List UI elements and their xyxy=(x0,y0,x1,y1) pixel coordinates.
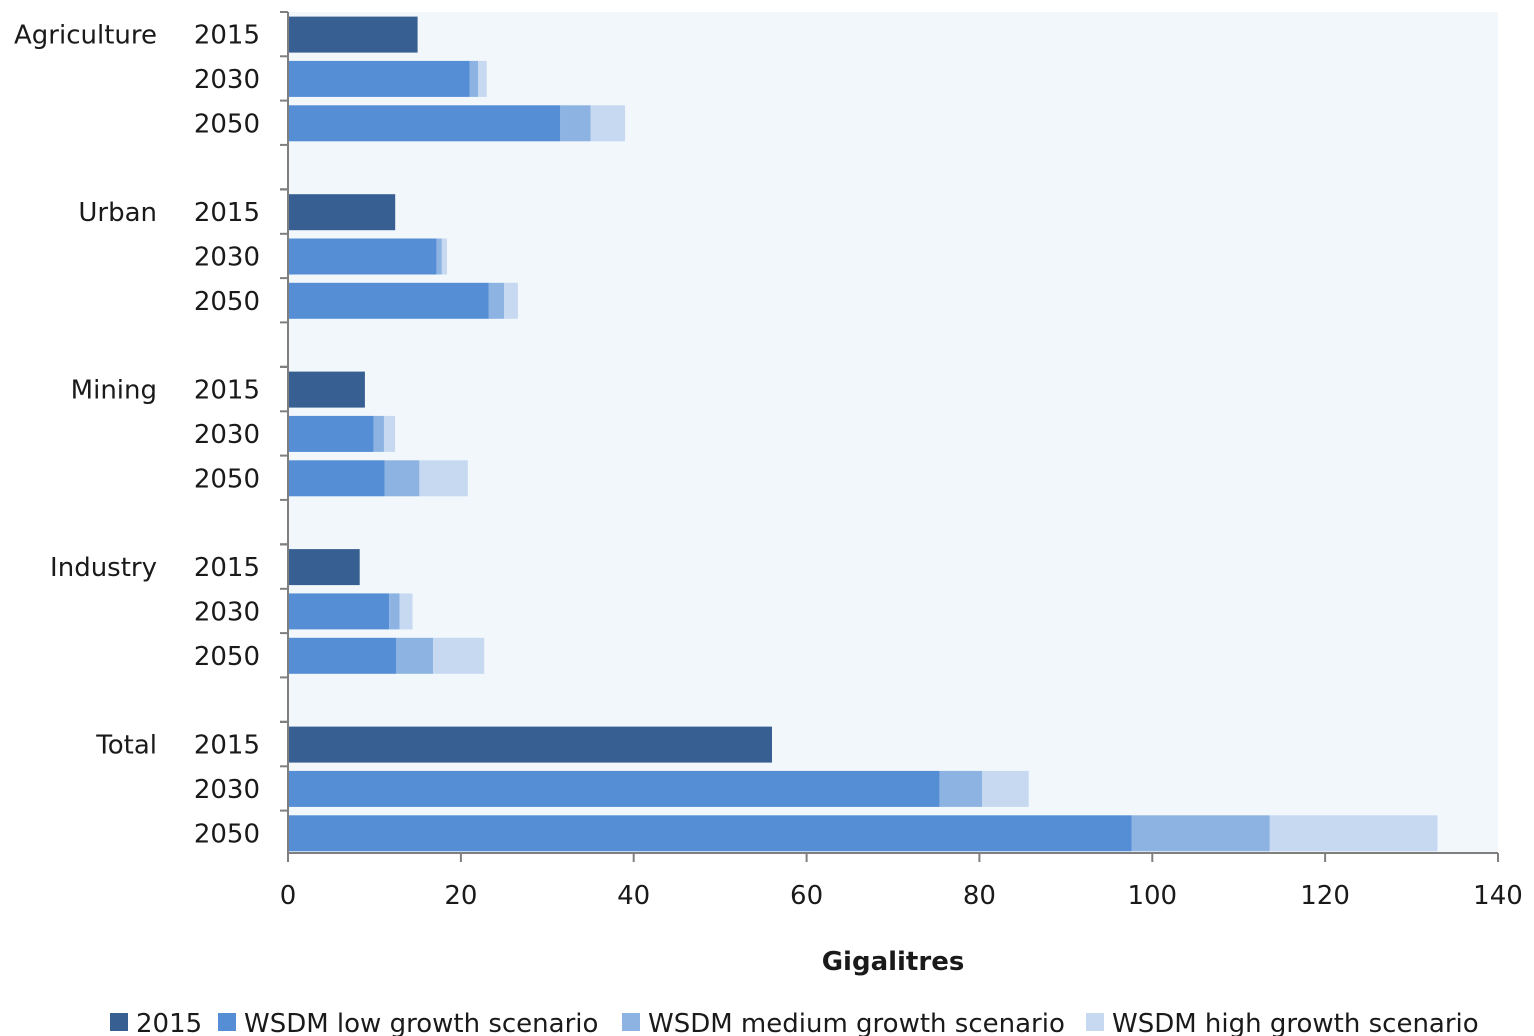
bar-agriculture-2030-s1 xyxy=(288,60,470,97)
bar-urban-2050-s1 xyxy=(288,282,489,319)
year-label: 2030 xyxy=(194,243,260,273)
bar-agriculture-2030-s3 xyxy=(478,60,487,97)
year-label: 2050 xyxy=(194,464,260,494)
x-tick-label: 120 xyxy=(1300,881,1350,911)
year-label: 2030 xyxy=(194,597,260,627)
bar-mining-2030-s3 xyxy=(383,415,396,452)
category-label-total: Total xyxy=(95,731,157,761)
year-label: 2015 xyxy=(194,731,260,761)
legend-label-0: 2015 xyxy=(136,1009,202,1036)
legend-swatch-2 xyxy=(622,1013,640,1031)
year-label: 2015 xyxy=(194,376,260,406)
year-label: 2050 xyxy=(194,819,260,849)
category-label-agriculture: Agriculture xyxy=(14,21,157,51)
x-tick-label: 20 xyxy=(444,881,477,911)
bar-mining-2050-s2 xyxy=(384,460,420,497)
legend-label-1: WSDM low growth scenario xyxy=(244,1009,598,1036)
bar-urban-2030-s3 xyxy=(441,238,447,275)
bar-urban-2015-s0 xyxy=(288,194,396,231)
axes-layer xyxy=(280,11,1499,862)
x-tick-label: 40 xyxy=(617,881,650,911)
bar-total-2050-s2 xyxy=(1131,815,1270,852)
bar-total-2030-s2 xyxy=(939,770,983,807)
year-label: 2050 xyxy=(194,287,260,317)
bar-total-2050-s3 xyxy=(1269,815,1438,852)
year-label: 2050 xyxy=(194,109,260,139)
bar-agriculture-2050-s3 xyxy=(590,105,626,142)
bar-industry-2015-s0 xyxy=(288,549,360,586)
bar-total-2030-s1 xyxy=(288,770,940,807)
bars-layer xyxy=(288,16,1438,852)
bar-industry-2050-s3 xyxy=(433,637,485,674)
category-label-mining: Mining xyxy=(71,376,157,406)
legend-swatch-3 xyxy=(1086,1013,1104,1031)
x-tick-label: 60 xyxy=(790,881,823,911)
bar-industry-2030-s2 xyxy=(389,593,400,630)
bar-industry-2050-s1 xyxy=(288,637,396,674)
category-label-urban: Urban xyxy=(78,198,157,228)
bar-total-2050-s1 xyxy=(288,815,1132,852)
x-tick-label: 140 xyxy=(1473,881,1523,911)
bar-industry-2030-s3 xyxy=(399,593,413,630)
legend-label-2: WSDM medium growth scenario xyxy=(648,1009,1065,1036)
labels-layer: 2015 Agriculture 2030 2050 2015 Urban 2030 2050… xyxy=(14,21,1523,911)
bar-mining-2050-s1 xyxy=(288,460,385,497)
plot-background xyxy=(288,12,1498,853)
x-tick-label: 100 xyxy=(1127,881,1177,911)
x-tick-label: 0 xyxy=(280,881,297,911)
legend-swatch-0 xyxy=(110,1013,128,1031)
year-label: 2015 xyxy=(194,198,260,228)
legend-label-3: WSDM high growth scenario xyxy=(1112,1009,1479,1036)
bar-agriculture-2050-s2 xyxy=(560,105,591,142)
year-label: 2030 xyxy=(194,775,260,805)
year-label: 2050 xyxy=(194,642,260,672)
x-tick-label: 80 xyxy=(963,881,996,911)
bar-agriculture-2030-s2 xyxy=(469,60,479,97)
bar-total-2030-s3 xyxy=(982,770,1029,807)
bar-mining-2030-s1 xyxy=(288,415,374,452)
year-label: 2030 xyxy=(194,65,260,95)
bar-agriculture-2015-s0 xyxy=(288,16,418,53)
bar-industry-2030-s1 xyxy=(288,593,390,630)
bar-total-2015-s0 xyxy=(288,726,772,763)
bar-mining-2015-s0 xyxy=(288,371,365,408)
year-label: 2015 xyxy=(194,553,260,583)
legend: 2015 WSDM low growth scenario WSDM medium … xyxy=(110,1009,1479,1036)
legend-swatch-1 xyxy=(218,1013,236,1031)
bar-urban-2050-s2 xyxy=(488,282,505,319)
x-axis-title: Gigalitres xyxy=(822,947,965,977)
bar-urban-2030-s2 xyxy=(436,238,442,275)
bar-urban-2050-s3 xyxy=(504,282,518,319)
year-label: 2015 xyxy=(194,21,260,51)
bar-industry-2050-s2 xyxy=(396,637,434,674)
bar-mining-2030-s2 xyxy=(373,415,384,452)
bar-mining-2050-s3 xyxy=(419,460,468,497)
year-label: 2030 xyxy=(194,420,260,450)
bar-agriculture-2050-s1 xyxy=(288,105,561,142)
bar-urban-2030-s1 xyxy=(288,238,437,275)
category-label-industry: Industry xyxy=(50,553,157,583)
